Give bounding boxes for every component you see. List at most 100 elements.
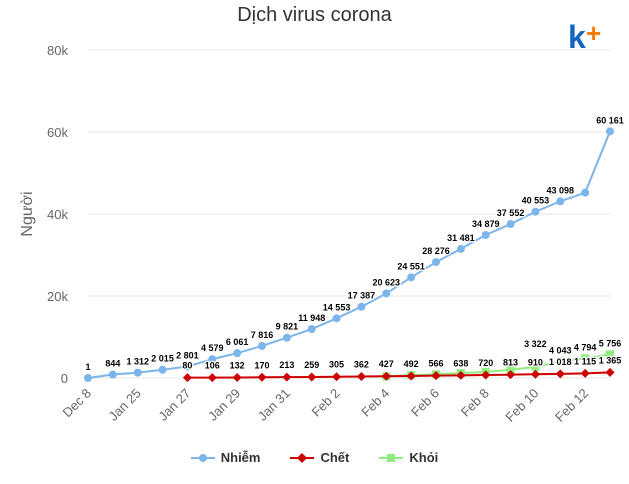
- data-point: [606, 350, 614, 359]
- data-label: 259: [304, 360, 319, 370]
- legend-item-khoi[interactable]: Khỏi: [379, 450, 438, 465]
- data-point: [555, 369, 565, 379]
- y-tick-label: 0: [61, 371, 68, 386]
- data-point: [606, 127, 614, 136]
- data-point: [556, 357, 565, 366]
- x-tick-label: Jan 27: [155, 386, 193, 424]
- data-point: [233, 349, 242, 358]
- data-label: 11 948: [298, 313, 325, 323]
- data-label: 720: [478, 358, 493, 368]
- data-point: [382, 289, 391, 298]
- data-label: 17 387: [348, 291, 376, 301]
- data-label: 638: [453, 358, 468, 368]
- data-label: 4 043: [549, 345, 572, 355]
- data-point: [183, 362, 192, 371]
- plot-area: 0 20k 40k 60k 80k Người Dec 8 Jan 25 Jan 27 Jan 2…: [19, 43, 625, 425]
- logo-plus: +: [586, 18, 601, 48]
- data-label: 43 098: [547, 185, 575, 195]
- data-label: 6 061: [226, 337, 249, 347]
- data-point: [257, 372, 267, 382]
- x-tick-label: Jan 25: [106, 386, 144, 424]
- x-tick-label: Jan 31: [255, 386, 293, 424]
- data-point: [406, 371, 416, 381]
- x-tick-label: Feb 12: [552, 386, 591, 425]
- data-point: [332, 372, 342, 382]
- data-point: [258, 341, 266, 350]
- data-point: [580, 368, 590, 378]
- data-point: [531, 362, 540, 371]
- data-point: [381, 371, 391, 381]
- data-point: [605, 367, 615, 377]
- x-tick-label: Feb 4: [358, 386, 392, 420]
- data-label: 5 756: [599, 338, 622, 348]
- data-point: [207, 373, 217, 383]
- data-label: 566: [428, 359, 443, 369]
- data-label: 132: [230, 360, 245, 370]
- data-point: [506, 220, 515, 229]
- data-point: [84, 373, 92, 382]
- data-label: 305: [329, 360, 344, 370]
- data-label: 813: [503, 358, 518, 368]
- data-point: [581, 188, 590, 197]
- data-label: 20 623: [373, 277, 401, 287]
- data-label: 362: [354, 360, 369, 370]
- x-tick-label: Feb 10: [502, 386, 541, 425]
- data-point: [530, 369, 540, 379]
- x-tick-label: Jan 29: [205, 386, 243, 424]
- data-label: 34 879: [472, 219, 500, 229]
- data-point: [481, 230, 490, 239]
- brand-logo: k +: [566, 18, 610, 55]
- data-point: [481, 370, 491, 380]
- data-point: [182, 373, 192, 383]
- legend-label-nhiem: Nhiễm: [220, 450, 261, 465]
- data-label: 1 018: [549, 357, 572, 367]
- legend-symbol-khoi: [379, 453, 404, 462]
- data-point: [307, 372, 317, 382]
- data-point: [456, 244, 465, 253]
- data-point: [282, 372, 292, 382]
- data-label: 24 551: [397, 261, 425, 271]
- legend-symbol-nhiem: [190, 453, 215, 462]
- y-axis-label: Người: [19, 191, 36, 236]
- data-point: [506, 365, 515, 374]
- data-label: 9 821: [276, 322, 299, 332]
- y-tick-label: 60k: [47, 125, 68, 140]
- data-label: 28 276: [422, 246, 450, 256]
- legend-symbol-chet: [290, 452, 315, 463]
- data-point: [432, 258, 440, 267]
- data-label: 492: [404, 359, 419, 369]
- data-point: [158, 365, 167, 374]
- data-point: [531, 207, 540, 216]
- data-label: 37 552: [497, 208, 525, 218]
- data-label: 60 161: [596, 115, 624, 125]
- legend-item-nhiem[interactable]: Nhiễm: [190, 450, 261, 465]
- series-line-0: [87, 130, 611, 379]
- x-tick-label: Feb 6: [408, 386, 442, 420]
- data-label: 1 312: [126, 357, 149, 367]
- data-label: 40 553: [522, 196, 550, 206]
- data-point: [332, 314, 341, 323]
- data-label: 1 115: [574, 356, 596, 366]
- data-point: [208, 355, 217, 364]
- data-label: 106: [205, 361, 220, 371]
- data-label: 14 553: [323, 302, 351, 312]
- data-label: 910: [528, 357, 543, 367]
- legend: Nhiễm Chết Khỏi: [0, 450, 629, 465]
- data-label: 844: [105, 359, 120, 369]
- y-tick-label: 40k: [47, 207, 68, 222]
- x-tick-label: Feb 2: [309, 386, 343, 420]
- y-tick-label: 80k: [47, 43, 68, 58]
- data-point: [232, 372, 242, 382]
- data-point: [357, 302, 366, 311]
- data-label: 1 365: [599, 355, 622, 365]
- legend-item-chet[interactable]: Chết: [290, 450, 349, 465]
- series-line-2: [386, 353, 611, 378]
- data-label: 80: [182, 361, 192, 371]
- data-label: 7 816: [251, 330, 274, 340]
- data-point: [506, 370, 516, 380]
- data-point: [407, 273, 416, 282]
- data-point: [431, 371, 441, 381]
- data-point: [456, 370, 466, 380]
- data-label: 2 015: [151, 354, 174, 364]
